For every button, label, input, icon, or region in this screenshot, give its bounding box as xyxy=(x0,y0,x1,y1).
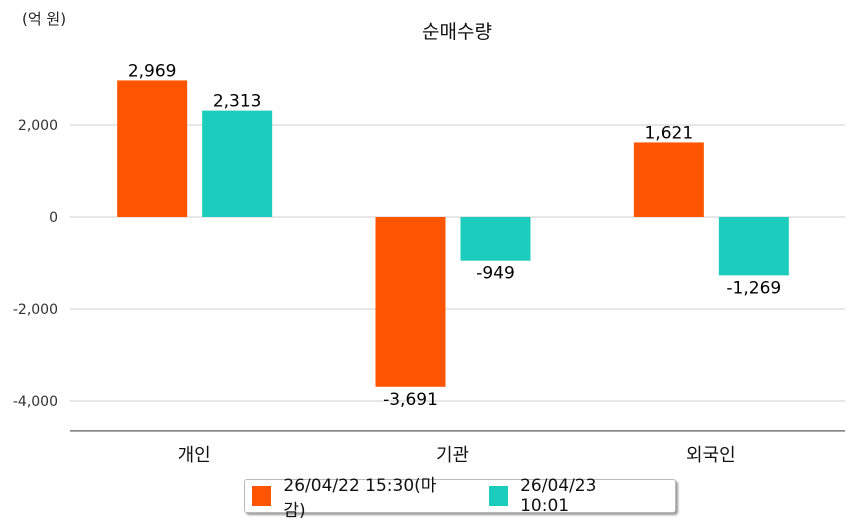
bar xyxy=(718,217,789,276)
legend-item-2[interactable]: 26/04/23 10:01 xyxy=(488,476,647,516)
bar xyxy=(202,110,273,217)
data-label: 2,313 xyxy=(213,92,262,112)
bar xyxy=(117,80,188,218)
legend-label: 26/04/23 10:01 xyxy=(520,476,597,516)
chart-title: 순매수량 xyxy=(422,21,492,43)
category-label: 외국인 xyxy=(686,445,736,466)
y-tick-label: 2,000 xyxy=(18,118,58,134)
category-label: 기관 xyxy=(436,445,469,466)
y-tick-label: -2,000 xyxy=(13,302,58,318)
category-label: 개인 xyxy=(178,445,211,466)
y-tick-label: 0 xyxy=(49,210,58,226)
bar xyxy=(460,217,531,261)
data-label: -3,691 xyxy=(383,390,438,410)
data-label: -1,269 xyxy=(726,278,781,298)
data-label: -949 xyxy=(476,264,515,284)
legend: 26/04/22 15:30(마감) 26/04/23 10:01 xyxy=(244,476,676,520)
legend-item-1[interactable]: 26/04/22 15:30(마감) xyxy=(252,471,454,520)
bar xyxy=(633,142,704,217)
y-tick-label: -4,000 xyxy=(13,394,58,410)
legend-swatch-teal xyxy=(488,486,509,506)
legend-label: 26/04/22 15:30(마감) xyxy=(283,476,437,520)
data-label: 2,969 xyxy=(128,61,177,81)
data-label: 1,621 xyxy=(644,123,693,143)
legend-swatch-orange xyxy=(252,486,272,506)
unit-label: (억 원) xyxy=(22,10,66,28)
bar xyxy=(375,217,446,387)
